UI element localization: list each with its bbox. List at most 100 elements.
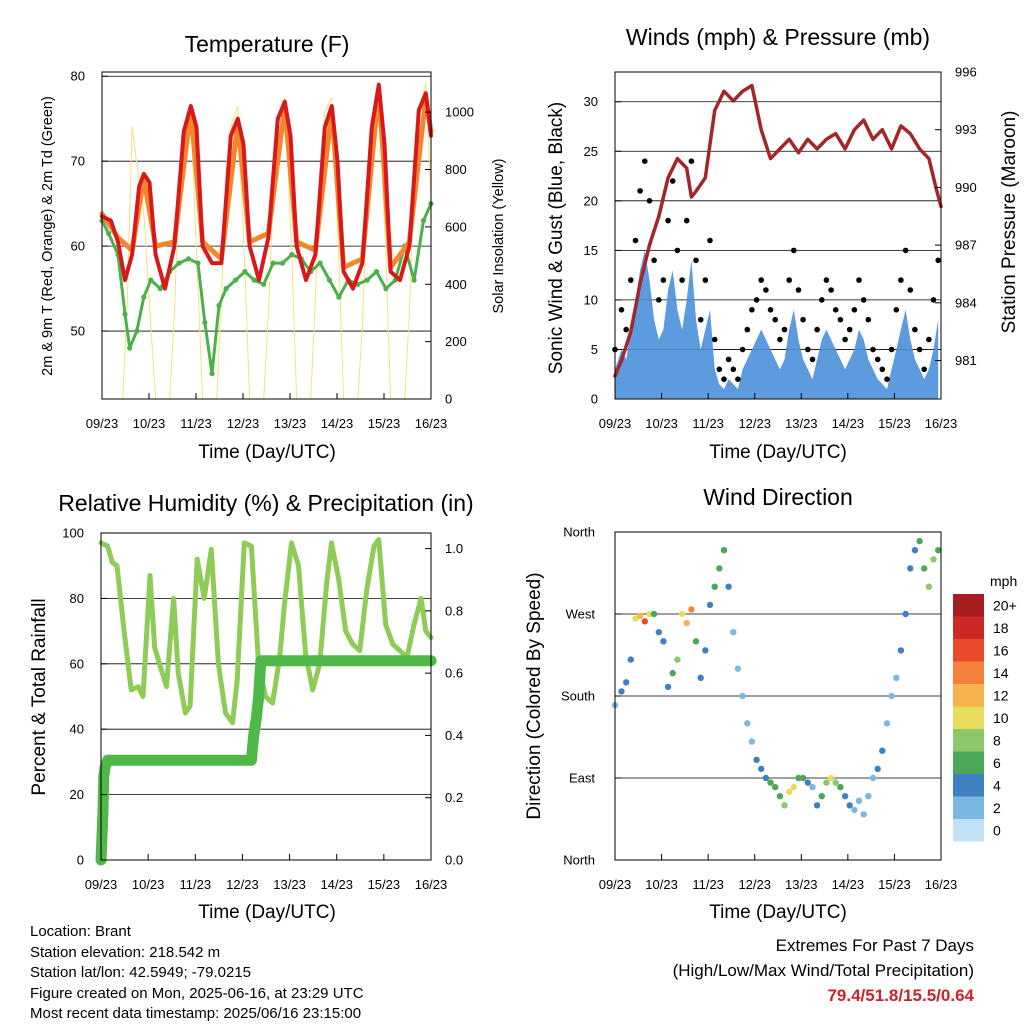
gust-point xyxy=(693,257,699,264)
y-tick-label: 60 xyxy=(71,239,85,254)
y-tick-label: 20 xyxy=(584,193,598,208)
gust-point xyxy=(767,307,774,313)
x-tick-label: 11/23 xyxy=(692,416,724,431)
gust-point xyxy=(828,287,834,293)
direction-point xyxy=(734,665,742,672)
direction-point xyxy=(860,811,867,818)
direction-point xyxy=(799,774,807,782)
gust-point xyxy=(921,366,927,373)
humidity-plot-frame xyxy=(100,532,432,861)
humidity-title: Relative Humidity (%) & Precipitation (i… xyxy=(58,490,473,516)
direction-point xyxy=(706,601,714,609)
legend-swatch xyxy=(953,594,984,617)
legend-swatch xyxy=(953,729,984,752)
direction-point xyxy=(730,629,737,636)
direction-point xyxy=(692,638,700,645)
direction-point xyxy=(841,793,849,800)
y-tick-label: 100 xyxy=(62,526,84,541)
y-tick-label: 80 xyxy=(70,591,84,606)
y2-tick-label: 1000 xyxy=(445,105,474,120)
direction-point xyxy=(725,583,732,590)
temperature-y2-label: Solar Insolation (Yellow) xyxy=(491,158,507,313)
direction-panel: Wind Direction North East South West North 09… xyxy=(524,484,1017,923)
dewpoint-line xyxy=(100,202,433,375)
latlon-text: Station lat/lon: 42.5949; -79.0215 xyxy=(30,964,252,981)
x-tick-label: 14/23 xyxy=(832,416,865,431)
gust-point xyxy=(893,307,900,313)
direction-point xyxy=(921,565,928,572)
x-tick-label: 15/23 xyxy=(368,416,401,431)
recent-data-text: Most recent data timestamp: 2025/06/16 2… xyxy=(30,1005,362,1022)
legend-swatch xyxy=(953,706,984,729)
y2-tick-label: 981 xyxy=(955,353,977,368)
legend-label: 0 xyxy=(993,822,1001,838)
humidity-line xyxy=(98,537,434,726)
gust-point xyxy=(623,326,629,333)
winds-plot-frame xyxy=(614,71,942,400)
humidity-ticks: 0 20 40 60 80 100 0.0 0.2 0.4 0.6 0.8 1.0 09/23 10/23… xyxy=(62,526,463,893)
direction-point xyxy=(632,615,639,622)
gust-point xyxy=(935,257,941,264)
direction-point xyxy=(767,779,774,786)
gust-point xyxy=(888,346,895,353)
gust-point xyxy=(846,326,853,333)
x-tick-label: 09/23 xyxy=(599,877,632,892)
direction-point xyxy=(837,783,844,791)
direction-point xyxy=(795,774,802,782)
gust-point xyxy=(758,277,764,283)
gust-point xyxy=(902,247,909,254)
y2-tick-label: 0.6 xyxy=(445,666,463,681)
gust-point xyxy=(730,366,737,373)
direction-point xyxy=(678,610,686,618)
direction-point xyxy=(776,793,784,800)
x-tick-label: 16/23 xyxy=(415,877,448,892)
gust-point xyxy=(744,326,751,333)
legend-label: 12 xyxy=(993,687,1009,703)
y2-tick-label: 600 xyxy=(445,219,467,234)
extremes-heading: Extremes For Past 7 Days xyxy=(775,936,974,955)
x-tick-label: 16/23 xyxy=(925,416,958,431)
gust-point xyxy=(805,346,811,353)
x-tick-label: 14/23 xyxy=(321,416,354,431)
humidity-y-label: Percent & Total Rainfall xyxy=(29,598,50,795)
direction-point xyxy=(711,583,718,590)
temperature-panel: Temperature (F) 506070800200400600800100… xyxy=(40,31,507,463)
legend-label: 16 xyxy=(993,642,1009,658)
gust-point xyxy=(674,247,681,254)
direction-point xyxy=(827,774,835,782)
direction-point xyxy=(804,779,811,786)
direction-point xyxy=(683,619,690,627)
gust-point xyxy=(702,277,709,283)
direction-point xyxy=(930,556,937,563)
humidity-x-label: Time (Day/UTC) xyxy=(198,902,336,923)
winds-ticks: 0 5 10 15 20 25 30 981 984 987 990 993 996 09/23 10/23… xyxy=(584,65,977,432)
legend-label: 8 xyxy=(993,732,1001,748)
y-tick-label: West xyxy=(566,607,596,622)
gust-point xyxy=(679,277,685,283)
gust-point xyxy=(874,356,881,363)
y-tick-label: North xyxy=(563,525,595,540)
y2-tick-label: 990 xyxy=(955,180,977,195)
x-tick-label: 12/23 xyxy=(226,877,259,892)
direction-point xyxy=(674,656,681,663)
x-tick-label: 13/23 xyxy=(785,877,818,892)
y2-tick-label: 993 xyxy=(955,122,977,137)
direction-point xyxy=(883,720,891,727)
x-tick-label: 12/23 xyxy=(738,877,771,892)
direction-point xyxy=(664,683,672,691)
direction-y-label: Direction (Colored By Speed) xyxy=(524,572,545,819)
direction-point xyxy=(832,779,839,786)
legend-label: 6 xyxy=(993,755,1001,771)
direction-point xyxy=(790,783,797,791)
direction-point xyxy=(911,547,919,554)
y2-tick-label: 200 xyxy=(445,334,467,349)
gust-point xyxy=(777,336,783,343)
gust-point xyxy=(651,257,657,264)
winds-y2-label: Station Pressure (Maroon) xyxy=(999,111,1020,334)
direction-point xyxy=(636,612,644,619)
gust-point xyxy=(786,277,792,283)
gust-point xyxy=(879,366,886,373)
gust-point xyxy=(665,217,671,224)
